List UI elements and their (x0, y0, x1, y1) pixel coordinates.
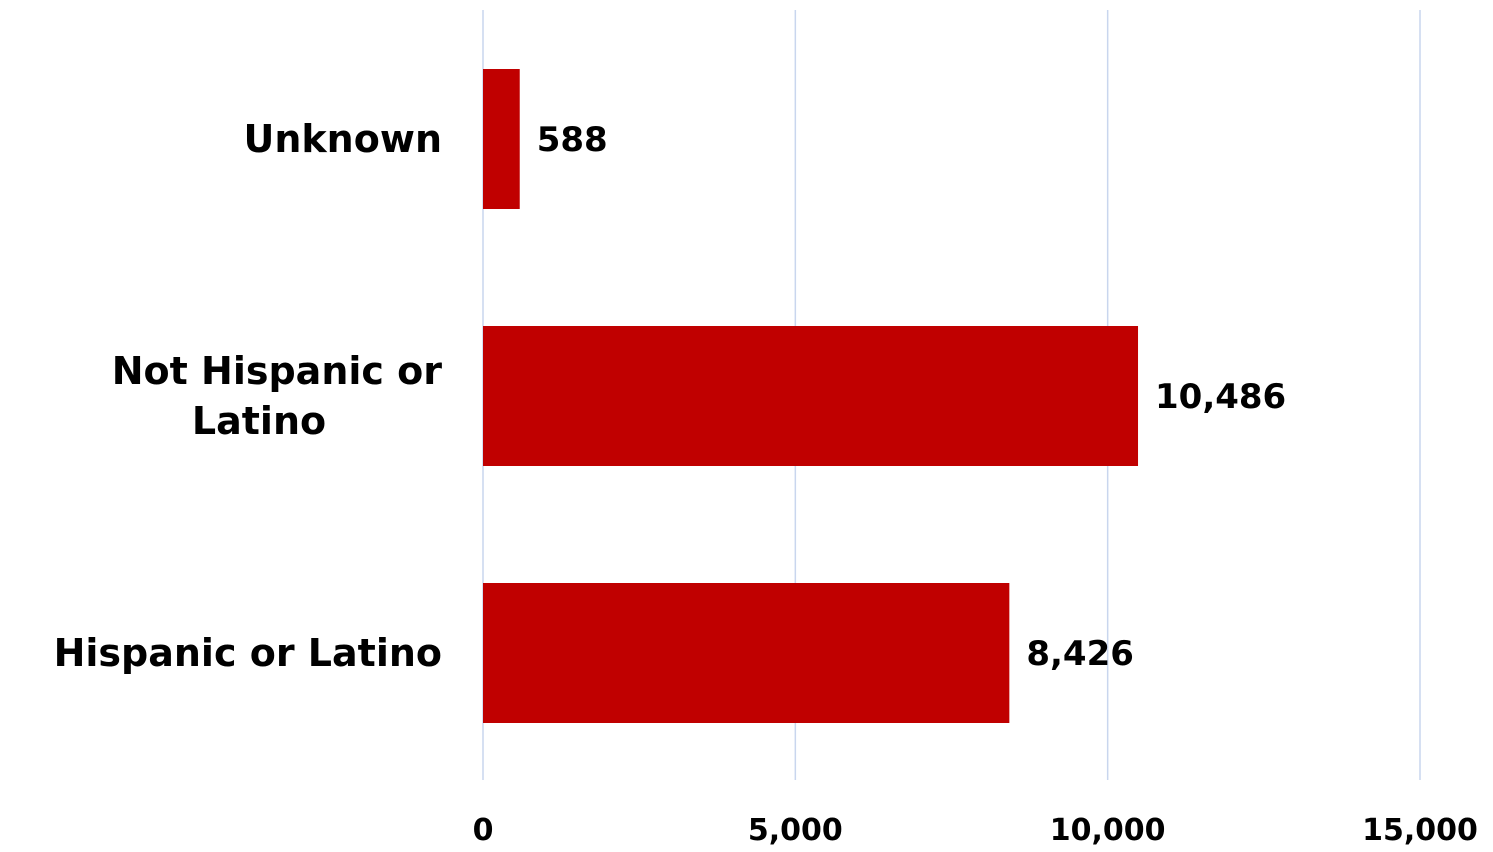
category-label: Unknown (244, 117, 443, 161)
data-label: 10,486 (1155, 377, 1286, 417)
data-label: 588 (537, 120, 608, 160)
bars (483, 69, 1139, 723)
category-label-line: Latino (192, 399, 326, 443)
category-labels: Unknown Not Hispanic or Latino Hispanic or … (54, 117, 443, 675)
bar (483, 583, 1010, 723)
bar (483, 69, 520, 209)
x-tick-label: 10,000 (1050, 813, 1166, 848)
category-label-line: Unknown (244, 117, 443, 161)
x-tick-label: 0 (473, 813, 494, 848)
category-label-line: Hispanic or Latino (54, 631, 442, 675)
category-label: Hispanic or Latino (54, 631, 442, 675)
data-label: 8,426 (1026, 634, 1134, 674)
x-tick-label: 5,000 (748, 813, 843, 848)
data-labels: 588 10,486 8,426 (537, 120, 1286, 674)
x-tick-label: 15,000 (1362, 813, 1478, 848)
bar (483, 326, 1139, 466)
category-label: Not Hispanic or Latino (112, 349, 443, 443)
x-axis-ticks: 0 5,000 10,000 15,000 (473, 813, 1478, 848)
category-label-line: Not Hispanic or (112, 349, 443, 393)
